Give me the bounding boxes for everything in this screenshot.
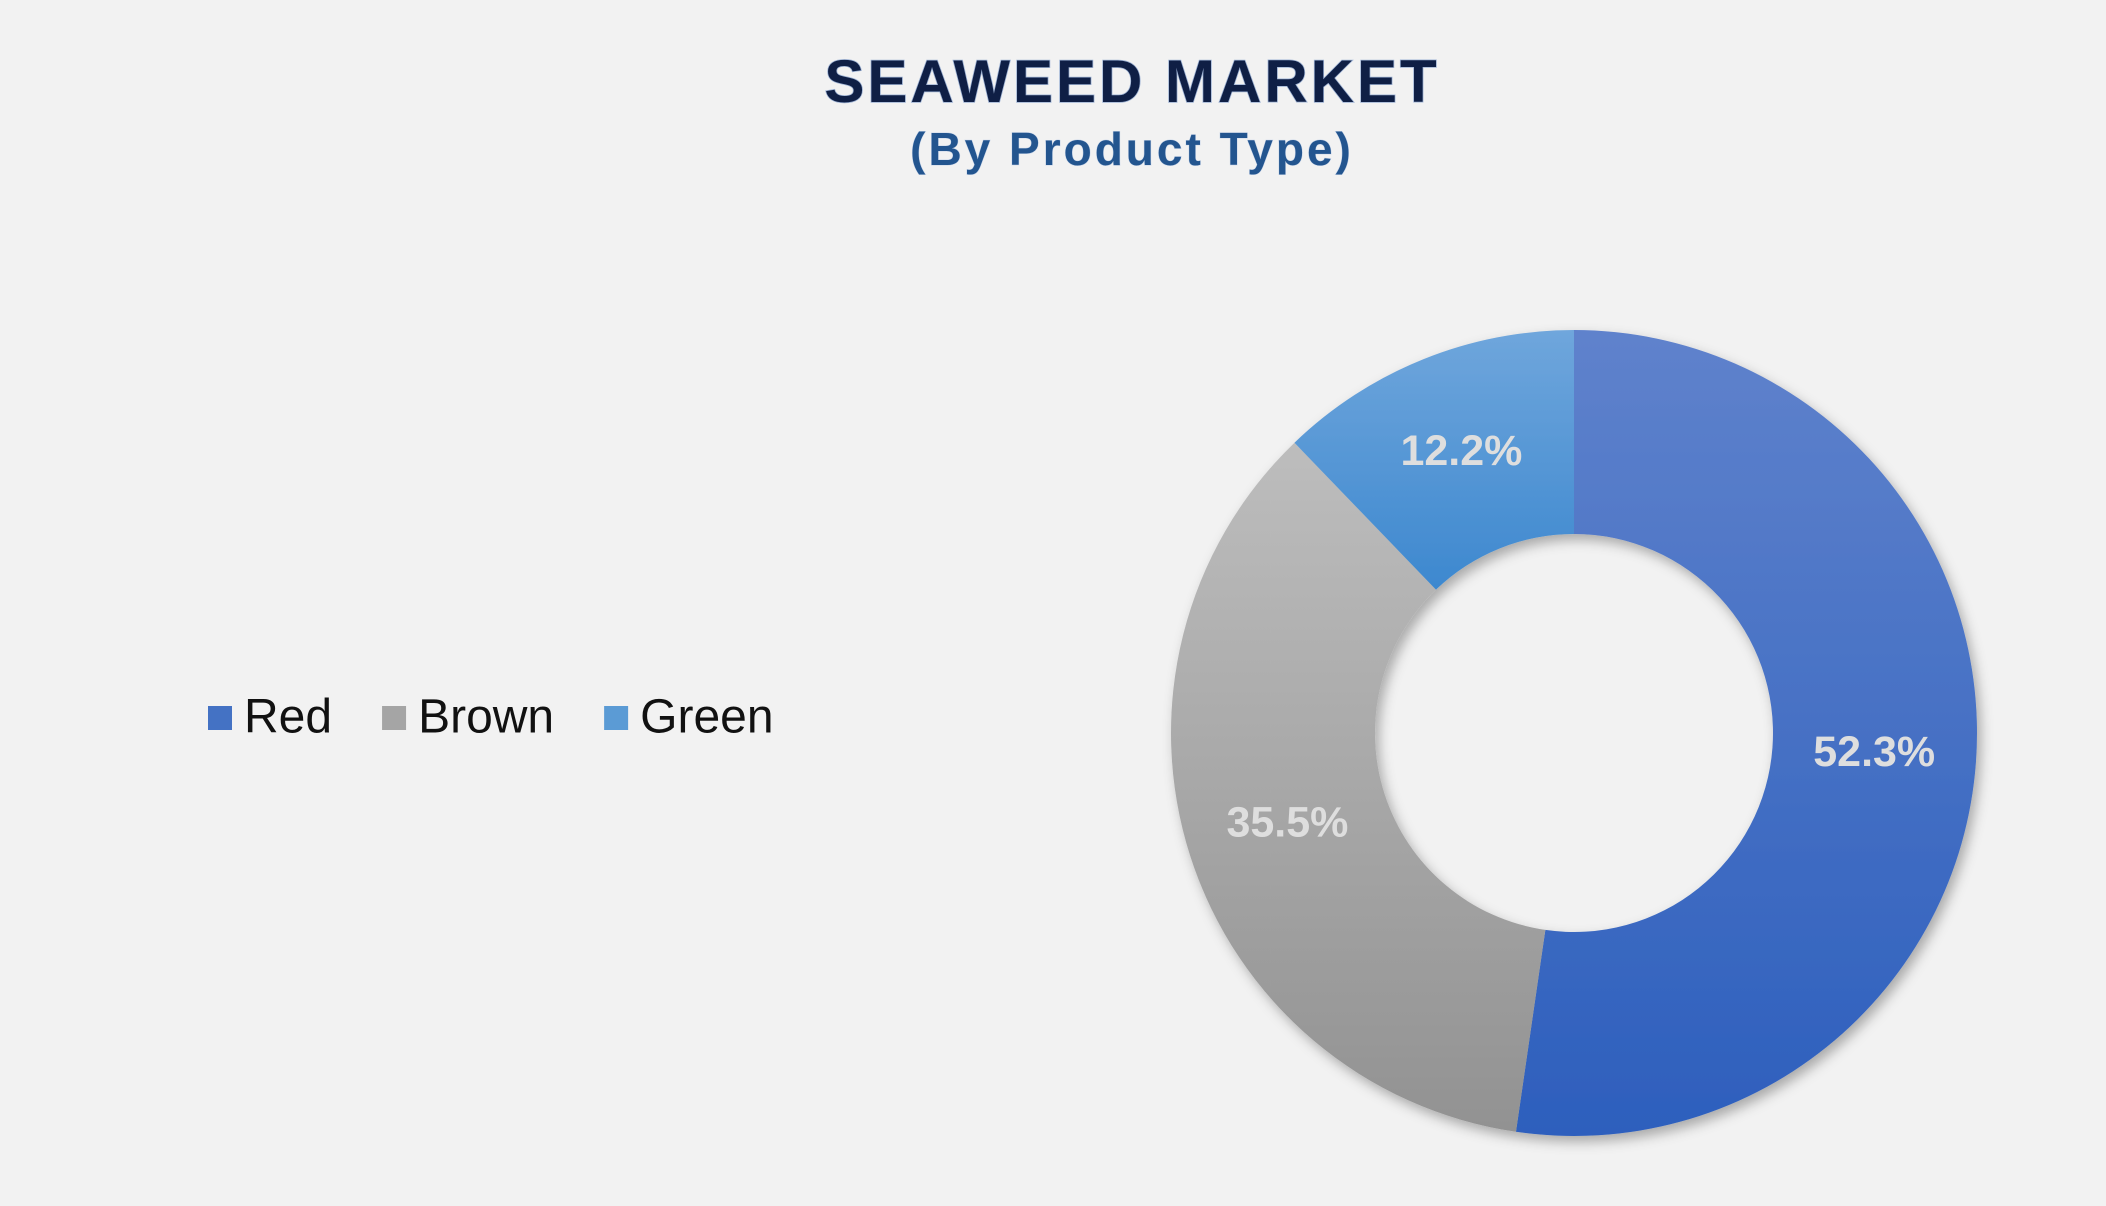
chart-subtitle: (By Product Type) — [910, 123, 1354, 175]
legend-text: Brown — [418, 691, 554, 744]
donut — [1170, 330, 1977, 1136]
legend-text: Red — [244, 691, 332, 744]
donut-slice — [1515, 330, 1977, 1136]
chart-title: SEAWEED MARKET — [824, 48, 1439, 115]
value-label: 52.3% — [1813, 728, 1935, 776]
legend-marker — [208, 706, 232, 730]
legend-marker — [604, 706, 629, 730]
legend-text: Green — [640, 691, 773, 744]
legend-marker — [382, 706, 407, 730]
donut-slice — [1294, 330, 1574, 590]
value-label: 12.2% — [1400, 427, 1522, 475]
value-label: 35.5% — [1226, 798, 1348, 846]
donut-slice — [1170, 442, 1546, 1132]
